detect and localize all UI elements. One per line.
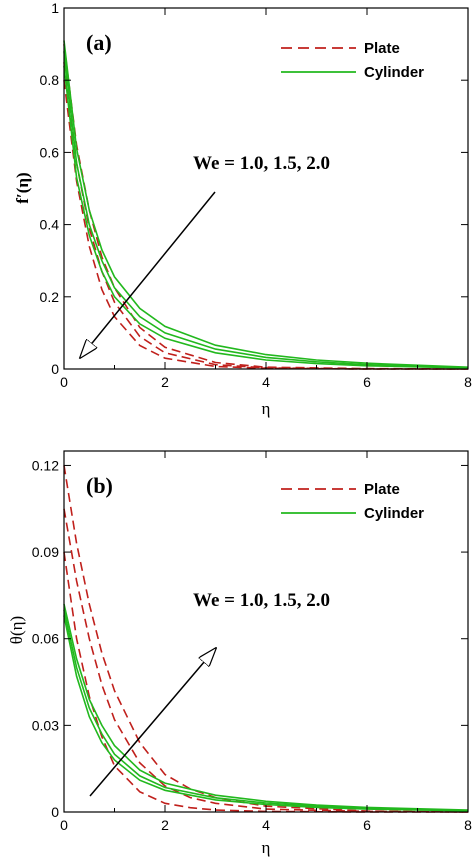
x-tick-label: 2 — [161, 817, 169, 833]
series-line-cylinder-we-1-5 — [63, 609, 469, 812]
y-tick-label: 0.8 — [40, 72, 60, 88]
series-line-cylinder-we-2 — [63, 40, 469, 368]
y-tick-label: 0 — [51, 361, 59, 377]
panel-b-x-axis-label: η — [262, 838, 271, 857]
x-tick-label: 0 — [60, 374, 68, 390]
panel-a: 0 2 4 6 8 0 0.2 0.4 0.6 0.8 1 (a) f′(η) η Plate Cy… — [13, 0, 472, 418]
panel-b-y-axis-label: θ(η) — [7, 616, 26, 644]
panel-a-ticks: 0 2 4 6 8 0 0.2 0.4 0.6 0.8 1 — [40, 0, 473, 390]
x-tick-label: 8 — [464, 374, 472, 390]
panel-a-label: (a) — [86, 30, 112, 55]
panel-b-ticks: 0 2 4 6 8 0 0.03 0.06 0.09 0.12 — [32, 451, 472, 833]
panel-b-legend: Plate Cylinder — [281, 481, 424, 522]
panel-a-trend-arrow — [80, 191, 216, 358]
series-line-cylinder-we-1 — [63, 615, 469, 812]
panel-a-legend: Plate Cylinder — [281, 40, 424, 81]
x-tick-label: 4 — [262, 374, 270, 390]
x-tick-label: 8 — [464, 817, 472, 833]
panel-b-trend-arrow — [89, 648, 216, 797]
panel-b-we-annotation: We = 1.0, 1.5, 2.0 — [193, 590, 330, 611]
y-tick-label: 0.09 — [32, 544, 59, 560]
series-line-plate-we-2 — [63, 465, 469, 813]
series-line-plate-we-1 — [63, 80, 468, 370]
x-tick-label: 4 — [262, 817, 270, 833]
panel-a-frame — [63, 7, 469, 370]
x-tick-label: 0 — [60, 817, 68, 833]
series-line-plate-we-1-5 — [63, 508, 469, 813]
y-tick-label: 0 — [51, 804, 59, 820]
series-line-cylinder-we-2 — [63, 603, 469, 811]
legend-plate-label: Plate — [364, 40, 400, 57]
legend-plate-label: Plate — [364, 481, 400, 498]
y-tick-label: 0.6 — [40, 144, 60, 160]
legend-cylinder-label: Cylinder — [364, 505, 424, 522]
y-tick-label: 0.2 — [40, 289, 60, 305]
panel-b-label: (b) — [86, 473, 113, 498]
panel-a-marks — [63, 40, 469, 370]
panel-a-we-annotation: We = 1.0, 1.5, 2.0 — [193, 153, 330, 174]
series-line-plate-we-1-5 — [63, 62, 468, 370]
y-tick-label: 0.06 — [32, 631, 59, 647]
panel-a-x-axis-label: η — [262, 399, 271, 418]
y-tick-label: 0.03 — [32, 717, 59, 733]
x-tick-label: 6 — [363, 817, 371, 833]
x-tick-label: 6 — [363, 374, 371, 390]
series-line-cylinder-we-1 — [63, 65, 469, 369]
panel-b: 0 2 4 6 8 0 0.03 0.06 0.09 0.12 (b) θ(η) η Plate … — [7, 450, 472, 857]
series-line-cylinder-we-1-5 — [63, 51, 469, 369]
series-line-plate-we-2 — [63, 44, 469, 370]
x-tick-label: 2 — [161, 374, 169, 390]
legend-cylinder-label: Cylinder — [364, 64, 424, 81]
y-tick-label: 0.4 — [40, 217, 60, 233]
panel-b-marks — [63, 465, 469, 813]
panel-a-y-axis-label: f′(η) — [13, 172, 32, 203]
y-tick-label: 0.12 — [32, 457, 59, 473]
series-line-plate-we-1 — [63, 551, 468, 813]
y-tick-label: 1 — [51, 0, 59, 16]
